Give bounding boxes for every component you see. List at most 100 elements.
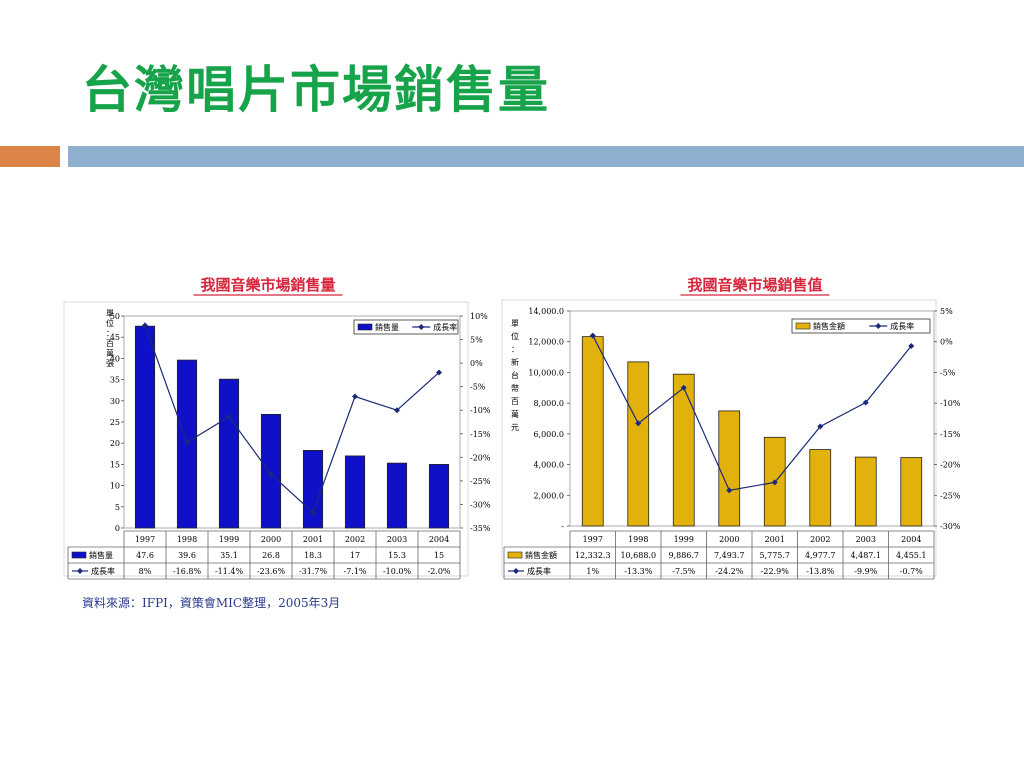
chart1-unit-char: ：: [106, 329, 114, 338]
chart2-bar-value-label: 4,977.7: [805, 551, 836, 560]
chart1-left-tick-label: 5: [115, 503, 120, 512]
chart1-bar-value-label: 15: [434, 551, 444, 560]
chart1-bar-value-label: 15.3: [388, 551, 406, 560]
chart1-left-tick-label: 25: [110, 418, 120, 427]
chart2-growth-value-label: -13.8%: [806, 567, 835, 576]
chart2-category-label: 2001: [765, 535, 785, 544]
chart2-bar-value-label: 4,455.1: [896, 551, 927, 560]
chart2-category-label: 2000: [719, 535, 739, 544]
chart1-bar-value-label: 18.3: [304, 551, 322, 560]
chart2-legend-line-marker: [875, 323, 882, 329]
chart2-bar-2004: [900, 457, 923, 527]
chart2-category-label: 1999: [674, 535, 694, 544]
chart1-left-tick-label: 0: [115, 524, 120, 533]
chart1-legend-line-marker: [418, 324, 425, 330]
chart1-growth-value-label: -10.0%: [383, 567, 412, 576]
chart1-unit-char: 百: [106, 339, 114, 348]
chart1-growth-point-2000: [268, 471, 274, 478]
chart2-growth-line: [592, 335, 912, 492]
chart2-right-tick-label: -30%: [940, 522, 961, 531]
chart1-growth-point-1999: [226, 413, 232, 420]
chart1-category-label: 1998: [177, 535, 197, 544]
chart2-growth-value-label: -9.9%: [854, 567, 877, 576]
chart2-growth-value-label: -24.2%: [715, 567, 744, 576]
chart1-legend-line-label: 成長率: [433, 322, 457, 332]
chart1-bar-1997: [134, 325, 156, 529]
chart2-left-tick-label: 14,000.0: [528, 307, 564, 316]
chart2-category-label: 1998: [628, 535, 648, 544]
chart2-growth-value-label: 1%: [586, 567, 599, 576]
chart1-right-tick-label: 10%: [470, 312, 488, 321]
chart1-growth-point-2001: [310, 509, 316, 516]
chart1-right-tick-label: -20%: [470, 453, 491, 462]
chart1-unit-char: 位: [106, 318, 114, 328]
chart1-growth-point-2003: [394, 407, 400, 414]
chart2-growth-value-label: -13.3%: [624, 567, 653, 576]
chart1-left-tick-label: 45: [110, 333, 120, 342]
chart1-unit-char: 張: [106, 359, 114, 368]
chart2-left-tick-label: -: [561, 522, 564, 531]
chart2-right-tick-label: -10%: [940, 399, 961, 408]
chart2-bar-value-label: 12,332.3: [575, 551, 611, 560]
chart1-growth-line: [144, 325, 440, 514]
chart1-category-label: 2000: [261, 535, 281, 544]
chart2-left-tick-label: 4,000.0: [533, 461, 564, 470]
chart2-bar-2002: [809, 449, 832, 527]
chart1-right-tick-label: -35%: [470, 524, 491, 533]
chart1-left-tick-label: 30: [110, 397, 120, 406]
slide-title: 台灣唱片市場銷售量: [82, 61, 550, 119]
chart1-category-label: 2004: [429, 535, 449, 544]
accent-bar-orange: [0, 146, 60, 167]
chart1-growth-value-label: -11.4%: [215, 567, 244, 576]
chart2-row-line-header: 成長率: [527, 566, 551, 576]
chart1-left-tick-label: 20: [110, 439, 120, 448]
chart2-growth-point-1998: [635, 420, 642, 427]
chart2-bar-1997: [581, 336, 604, 527]
chart1-right-tick-label: -25%: [470, 477, 491, 486]
chart2-plot-area: [569, 310, 935, 527]
chart2-right-tick-label: -15%: [940, 430, 961, 439]
accent-bar-blue: [68, 146, 1024, 167]
chart1-legend-box: [353, 319, 459, 335]
chart2-row-line-marker: [513, 568, 519, 574]
chart1-unit-char: 萬: [106, 348, 114, 358]
chart1-category-label: 2001: [303, 535, 323, 544]
chart2-bar-value-label: 4,487.1: [850, 551, 881, 560]
chart2-category-label: 2004: [901, 535, 921, 544]
chart1-row-bar-swatch: [71, 551, 87, 559]
chart1-right-tick-label: 0%: [470, 359, 483, 368]
chart1-bar-2003: [386, 462, 408, 529]
chart2-growth-point-2000: [726, 487, 733, 494]
chart2-legend-bar-swatch: [795, 322, 811, 330]
chart2-unit-char: 幣: [511, 383, 519, 393]
chart2-bar-value-label: 9,886.7: [668, 551, 699, 560]
chart1-bar-1999: [218, 378, 240, 529]
chart1-growth-value-label: 8%: [139, 567, 152, 576]
chart1-unit-char: 單: [106, 309, 114, 318]
chart1-right-tick-label: -30%: [470, 500, 491, 509]
chart1-bar-value-label: 35.1: [220, 551, 238, 560]
chart2-unit-char: 百: [511, 397, 519, 406]
chart2-right-tick-label: -5%: [940, 368, 956, 377]
chart1-bar-value-label: 47.6: [136, 551, 154, 560]
chart2-growth-value-label: -7.5%: [672, 567, 695, 576]
chart2-row-bar-swatch: [507, 551, 523, 559]
chart2-growth-point-1999: [680, 384, 687, 391]
chart2-bar-value-label: 5,775.7: [759, 551, 790, 560]
chart1-growth-point-1998: [184, 439, 190, 446]
chart2-bar-value-label: 7,493.7: [714, 551, 745, 560]
chart1-left-tick-label: 10: [110, 482, 120, 491]
chart2-unit-char: ：: [511, 345, 519, 354]
chart2-unit-char: 位: [511, 331, 519, 341]
chart2-category-label: 2002: [810, 535, 830, 544]
chart2-left-tick-label: 6,000.0: [533, 430, 564, 439]
chart1-growth-point-2002: [352, 393, 358, 400]
chart1-bar-2000: [260, 413, 282, 529]
chart2-legend-box: [791, 318, 931, 334]
chart1-category-label: 2002: [345, 535, 365, 544]
chart2-category-label: 1997: [583, 535, 603, 544]
chart1-category-label: 1999: [219, 535, 239, 544]
chart2-bar-1999: [672, 373, 695, 527]
chart2-growth-point-2004: [908, 343, 915, 350]
chart2-legend-line-label: 成長率: [890, 321, 914, 331]
